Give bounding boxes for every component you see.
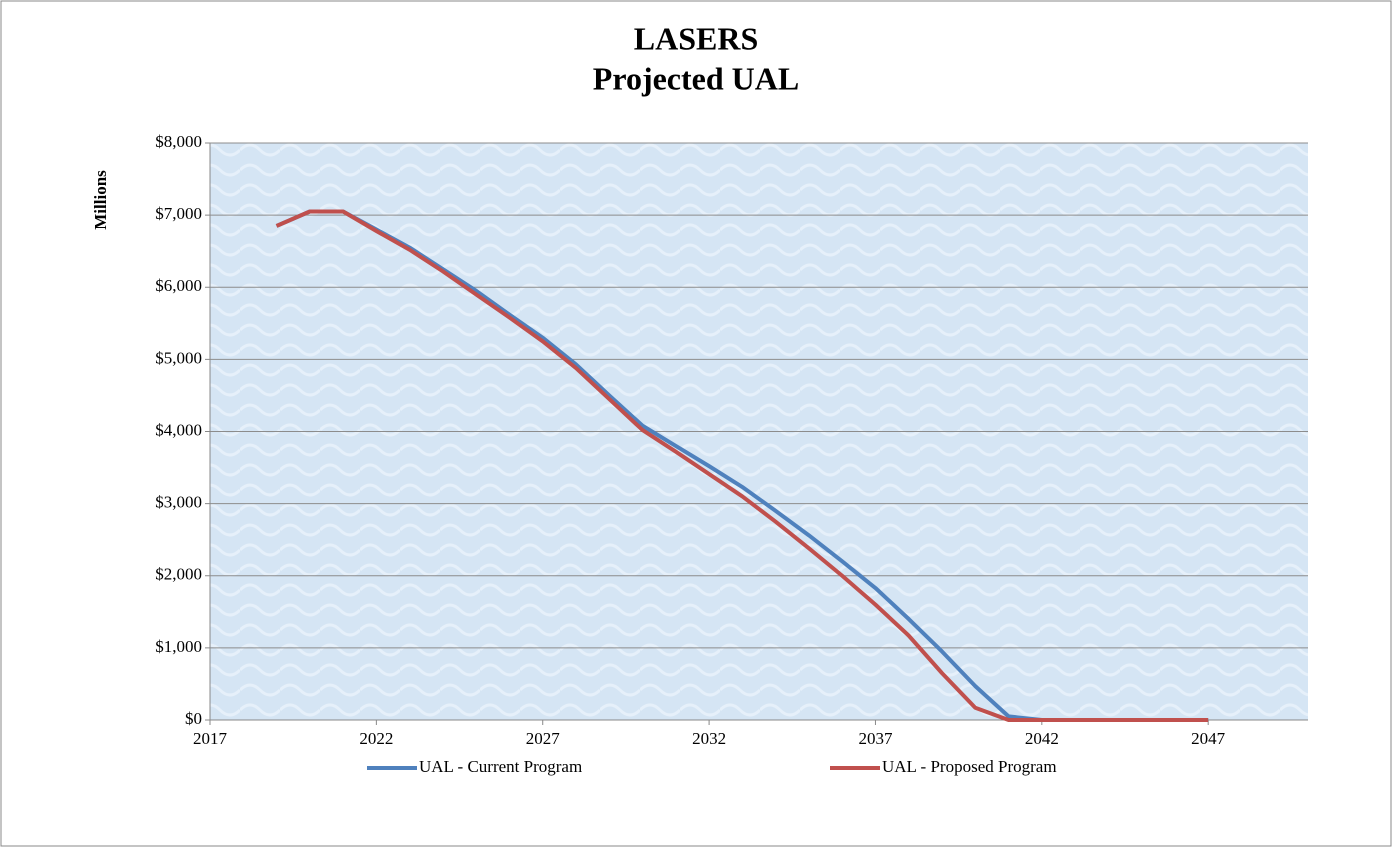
legend-label: UAL - Current Program xyxy=(419,757,582,776)
y-tick-label: $1,000 xyxy=(155,637,202,656)
y-tick-label: $7,000 xyxy=(155,204,202,223)
y-tick-label: $5,000 xyxy=(155,348,202,367)
y-tick-label: $2,000 xyxy=(155,565,202,584)
x-tick-label: 2022 xyxy=(359,729,393,748)
chart-subtitle: Projected UAL xyxy=(593,60,799,96)
y-tick-label: $8,000 xyxy=(155,132,202,151)
x-tick-label: 2027 xyxy=(526,729,561,748)
x-tick-label: 2047 xyxy=(1191,729,1226,748)
chart-title: LASERS xyxy=(634,20,759,56)
y-tick-label: $0 xyxy=(185,709,202,728)
x-tick-label: 2017 xyxy=(193,729,228,748)
legend-label: UAL - Proposed Program xyxy=(882,757,1057,776)
x-tick-label: 2037 xyxy=(858,729,893,748)
y-tick-label: $3,000 xyxy=(155,493,202,512)
data-line xyxy=(275,209,1209,722)
y-tick-label: $4,000 xyxy=(155,420,202,439)
x-tick-label: 2042 xyxy=(1025,729,1059,748)
x-tick-label: 2032 xyxy=(692,729,726,748)
y-tick-label: $6,000 xyxy=(155,276,202,295)
y-axis-label: Millions xyxy=(91,170,110,230)
